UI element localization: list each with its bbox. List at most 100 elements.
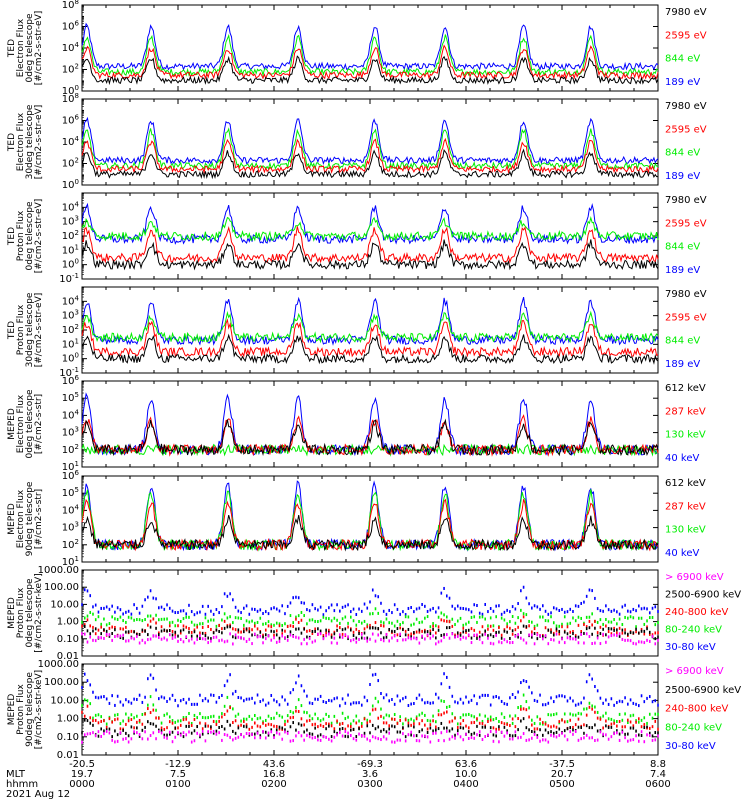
data-point xyxy=(495,615,497,619)
data-point xyxy=(591,589,593,593)
data-point xyxy=(654,623,657,627)
data-point xyxy=(577,717,580,721)
legend-entry: 80-240 keV xyxy=(665,625,722,636)
data-point xyxy=(391,740,393,744)
y-axis-label-line: [#/cm2-s-str-eV] xyxy=(34,199,44,274)
data-point xyxy=(94,632,97,636)
data-point xyxy=(339,727,341,731)
data-point xyxy=(122,636,124,640)
data-point xyxy=(498,740,500,744)
series-red xyxy=(81,615,659,638)
data-point xyxy=(229,735,231,739)
data-point xyxy=(163,733,166,737)
data-point xyxy=(399,718,401,722)
data-point xyxy=(339,730,341,734)
x-tick-time: 0000 xyxy=(69,779,94,790)
data-point xyxy=(256,609,259,613)
data-point xyxy=(138,693,141,697)
data-point xyxy=(300,717,303,721)
data-point xyxy=(119,727,122,731)
data-point xyxy=(333,632,336,636)
data-point xyxy=(147,677,149,681)
data-point xyxy=(344,727,347,731)
legend-entry: > 6900 keV xyxy=(665,666,724,677)
data-point xyxy=(635,625,637,629)
data-point xyxy=(624,631,626,635)
data-point xyxy=(498,630,500,634)
data-point xyxy=(421,620,423,624)
data-point xyxy=(311,640,314,644)
data-point xyxy=(207,699,209,703)
data-point xyxy=(583,736,585,740)
data-point xyxy=(278,703,281,707)
data-point xyxy=(470,627,473,631)
data-point xyxy=(555,632,558,636)
data-point xyxy=(566,699,569,703)
data-point xyxy=(352,737,355,741)
data-point xyxy=(256,693,259,697)
legend-entry: 844 eV xyxy=(665,54,700,65)
data-point xyxy=(350,639,352,643)
data-point xyxy=(358,719,360,723)
data-point xyxy=(177,704,179,708)
data-point xyxy=(563,615,566,619)
data-point xyxy=(92,731,94,735)
data-point xyxy=(446,710,448,714)
data-point xyxy=(147,707,149,711)
data-point xyxy=(418,621,421,625)
data-point xyxy=(533,624,536,628)
data-point xyxy=(358,632,360,636)
data-point xyxy=(254,621,256,625)
data-point xyxy=(317,620,319,624)
data-point xyxy=(580,737,582,741)
data-point xyxy=(256,627,259,631)
data-point xyxy=(481,738,484,742)
data-point xyxy=(264,628,267,632)
data-point xyxy=(618,699,621,703)
data-point xyxy=(646,733,648,737)
data-point xyxy=(456,631,459,635)
data-point xyxy=(339,626,341,630)
data-point xyxy=(536,605,539,609)
data-point xyxy=(594,626,596,630)
data-point xyxy=(366,636,369,640)
data-point xyxy=(594,596,596,600)
data-point xyxy=(561,622,563,626)
legend-entry: 7980 eV xyxy=(665,195,707,206)
x-axis-group: MLThhmm-20.519.70000-12.97.5010043.616.8… xyxy=(6,759,671,790)
data-point xyxy=(459,616,462,620)
data-point xyxy=(594,739,596,743)
data-point xyxy=(605,698,607,702)
data-point xyxy=(273,724,275,728)
data-point xyxy=(201,604,204,608)
data-point xyxy=(520,707,522,711)
data-point xyxy=(363,631,366,635)
legend-entry: 30-80 keV xyxy=(665,642,716,653)
data-point xyxy=(467,712,470,716)
data-point xyxy=(533,727,536,731)
data-point xyxy=(212,618,215,622)
data-point xyxy=(627,616,629,620)
data-point xyxy=(429,636,432,640)
data-point xyxy=(470,636,473,640)
data-point xyxy=(306,629,308,633)
data-point xyxy=(105,729,108,733)
y-axis-label: TED Proton Flux 0deg telescope [#/cm2-s-str… xyxy=(7,199,44,274)
data-point xyxy=(552,731,555,735)
data-point xyxy=(201,729,204,733)
data-point xyxy=(204,634,207,638)
x-tick-time: 0400 xyxy=(453,779,478,790)
data-point xyxy=(648,731,651,735)
data-point xyxy=(525,641,528,645)
series-group xyxy=(81,585,659,646)
data-point xyxy=(632,724,635,728)
data-point xyxy=(462,713,465,717)
data-point xyxy=(182,628,185,632)
data-point xyxy=(133,618,135,622)
data-point xyxy=(179,631,182,635)
data-point xyxy=(319,619,322,623)
data-point xyxy=(308,701,311,705)
data-point xyxy=(558,624,561,628)
data-point xyxy=(300,601,303,605)
data-point xyxy=(218,719,220,723)
